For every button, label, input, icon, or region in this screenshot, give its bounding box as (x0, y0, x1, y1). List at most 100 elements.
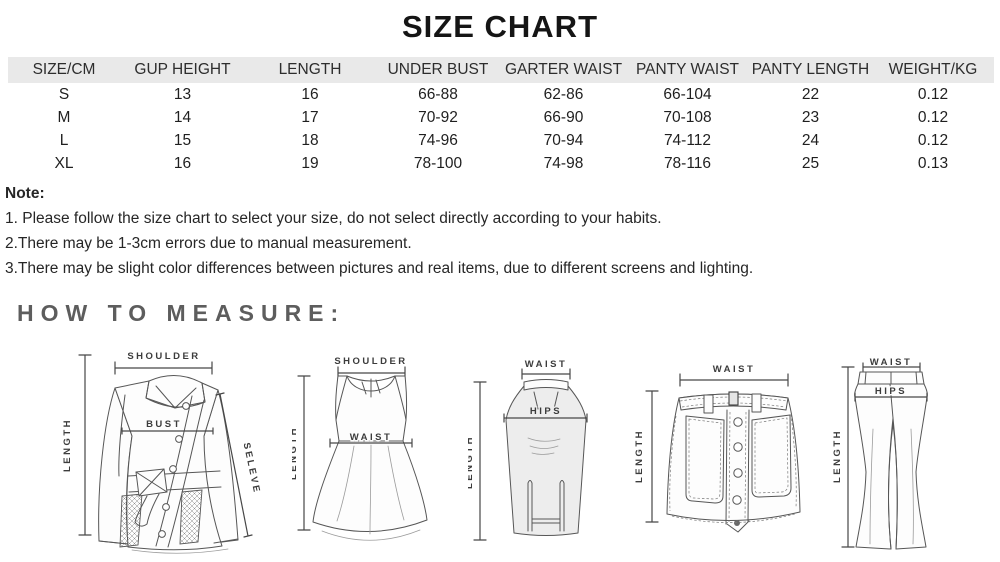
mini-skirt-right-pocket (751, 414, 792, 498)
jacket-sleeve-label: SELEVE (241, 442, 263, 496)
column-header: GUP HEIGHT (134, 61, 231, 78)
mini-skirt-placket (725, 409, 750, 533)
table-row: L 15 18 74-96 70-94 74-112 24 0.12 (8, 129, 994, 152)
pants-waist-label: WAIST (870, 357, 913, 368)
length-measure-line (78, 354, 92, 536)
pants-creases (869, 428, 914, 545)
dress-shoulder-label: SHOULDER (334, 356, 407, 367)
note-item: 3.There may be slight color differences … (5, 260, 754, 277)
dress-seams (335, 375, 407, 442)
notes-section: Note: 1. Please follow the size chart to… (5, 181, 753, 281)
pants-measure-figure: LENGTH WAIST HIPS (832, 356, 928, 550)
jacket-button (169, 465, 177, 473)
cell-value: 14 (173, 109, 192, 126)
mini-skirt-button (733, 442, 743, 452)
cell-value: 16 (173, 155, 192, 172)
mini-skirt-belt-loop (751, 393, 762, 413)
cell-value: 0.12 (917, 132, 949, 149)
dress-length-label: LENGTH (292, 426, 299, 480)
pencil-skirt-body (505, 383, 587, 536)
cell-value: 0.13 (917, 155, 949, 172)
cell-value: 78-100 (413, 155, 463, 172)
mini-skirt-seam-stitch (669, 413, 797, 523)
jacket-button (175, 435, 183, 443)
waist-measure-line (521, 368, 571, 380)
mini-skirt-button (733, 468, 743, 478)
length-measure-line (645, 390, 659, 523)
cell-value: 0.12 (917, 109, 949, 126)
pencil-skirt-shading (527, 437, 561, 455)
pants-hips-label: HIPS (875, 386, 907, 397)
column-header: UNDER BUST (387, 61, 489, 78)
note-item: 2.There may be 1-3cm errors due to manua… (5, 235, 412, 252)
pencil-skirt-measure-figure: LENGTH WAIST HIPS (468, 359, 588, 541)
waist-measure-line (679, 373, 789, 387)
mini-skirt-left-pocket (685, 415, 725, 504)
cell-value: 17 (301, 109, 319, 126)
cell-value: 22 (801, 86, 820, 103)
mini-skirt-button (732, 495, 742, 505)
mini-skirt-waist-label: WAIST (713, 364, 756, 375)
dress-neckline (346, 375, 396, 398)
cell-value: 74-98 (543, 155, 584, 172)
column-header: PANTY WAIST (635, 61, 740, 78)
bust-measure-line (121, 427, 214, 435)
cell-value: 66-90 (543, 109, 584, 126)
cell-value: 25 (801, 155, 820, 172)
waist-measure-line (329, 438, 413, 448)
jacket-button (158, 530, 166, 538)
jacket-collar-lines (145, 380, 206, 409)
jacket-front-edge (118, 394, 126, 477)
length-measure-line (473, 381, 487, 541)
pencil-skirt-slit (527, 480, 565, 532)
cell-value: 70-92 (418, 109, 458, 126)
sleeve-measure-line (215, 392, 253, 538)
jacket-lining-right (179, 489, 203, 545)
cell-size: S (58, 86, 70, 103)
jacket-cuffs (98, 538, 239, 545)
jacket-shoulder-label: SHOULDER (127, 351, 200, 362)
length-measure-line (297, 375, 311, 531)
dress-hem-shadow (321, 529, 421, 541)
column-header: LENGTH (278, 61, 342, 78)
pants-body (854, 383, 928, 550)
dress-waist-label: WAIST (350, 432, 393, 443)
pants-fly (864, 371, 918, 419)
note-item: 1. Please follow the size chart to selec… (5, 210, 662, 227)
mini-skirt-length-label: LENGTH (634, 429, 645, 483)
size-table-header-row: SIZE/CM GUP HEIGHT LENGTH UNDER BUST GAR… (8, 57, 994, 83)
mini-skirt-measure-figure: LENGTH WAIST (634, 364, 801, 533)
column-header: SIZE/CM (32, 61, 96, 78)
shoulder-measure-line (114, 361, 213, 375)
cell-value: 74-112 (663, 132, 712, 149)
jacket-hem-shadow (131, 548, 229, 554)
cell-value: 78-116 (663, 155, 712, 172)
pants-length-label: LENGTH (832, 429, 843, 483)
column-header: PANTY LENGTH (751, 61, 870, 78)
cell-value: 24 (801, 132, 820, 149)
hips-measure-line (854, 392, 928, 402)
table-row: S 13 16 66-88 62-86 66-104 22 0.12 (8, 83, 994, 106)
mini-skirt-button (733, 417, 743, 427)
mini-skirt-button (734, 520, 740, 526)
cell-value: 18 (301, 132, 319, 149)
page-title: SIZE CHART (402, 9, 598, 44)
pencil-skirt-darts (533, 391, 559, 410)
how-to-measure-heading: HOW TO MEASURE: (17, 300, 346, 326)
dress-measure-figure: LENGTH SHOULDER WAIST (292, 356, 428, 541)
column-header: GARTER WAIST (504, 61, 623, 78)
column-header: WEIGHT/KG (888, 61, 978, 78)
cell-size: L (59, 132, 69, 149)
mini-skirt-placket-stitch (728, 411, 747, 523)
pencil-skirt-waist-label: WAIST (525, 359, 568, 370)
jacket-length-label: LENGTH (62, 418, 73, 472)
notes-heading: Note: (5, 185, 45, 202)
cell-value: 16 (301, 86, 319, 103)
table-row: XL 16 19 78-100 74-98 78-116 25 0.13 (8, 152, 994, 175)
jacket-bust-label: BUST (146, 419, 182, 430)
cell-value: 70-94 (543, 132, 584, 149)
mini-skirt-belt-loop (703, 394, 714, 414)
cell-value: 23 (801, 109, 820, 126)
cell-value: 66-88 (418, 86, 458, 103)
